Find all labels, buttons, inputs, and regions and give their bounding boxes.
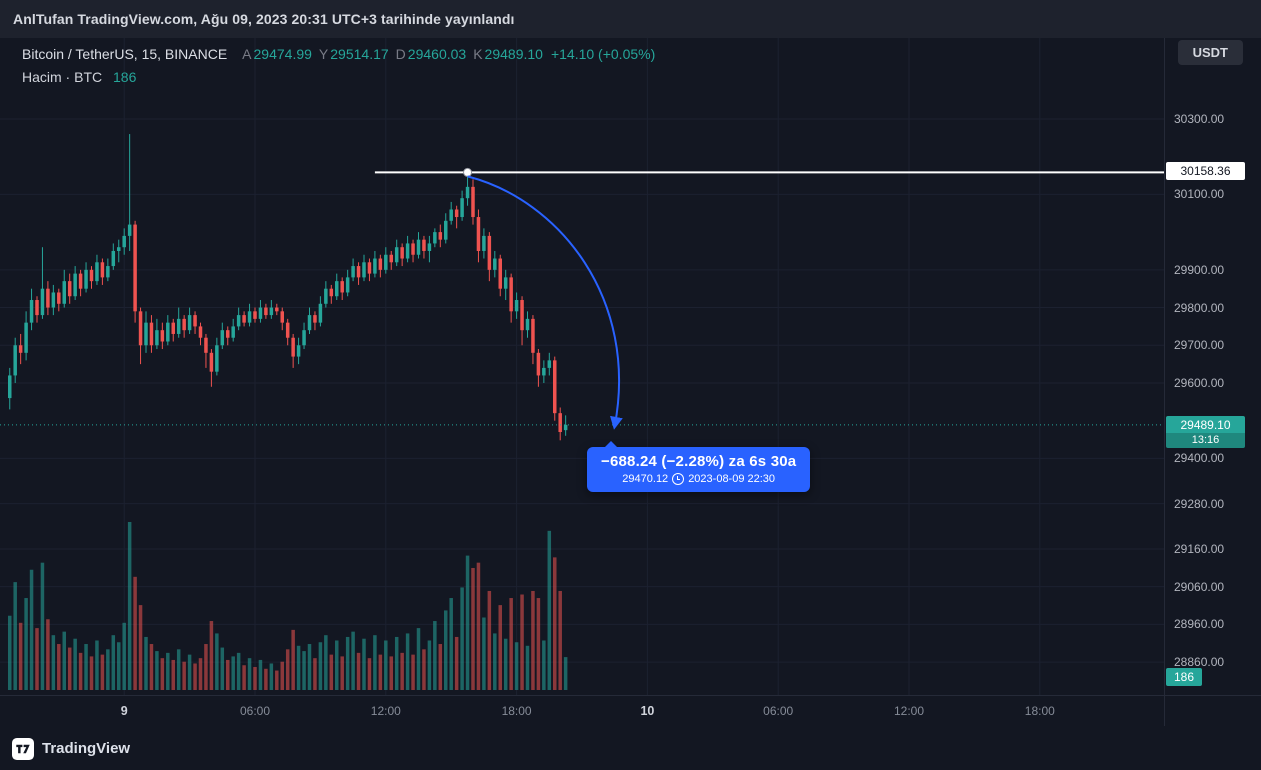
ohlc-value: 29474.99 [253, 46, 312, 62]
time-tick-label: 12:00 [370, 704, 401, 718]
measure-change: −688.24 (−2.28%) za 6s 30a [601, 453, 797, 470]
ohlc-label: D [395, 46, 406, 62]
volume-indicator-value: 186 [113, 68, 137, 85]
time-tick-label: 12:00 [893, 704, 925, 718]
volume-indicator-label[interactable]: Hacim · BTC [22, 68, 103, 85]
time-tick-label: 10 [640, 704, 655, 718]
price-tick-label: 29700.00 [1174, 338, 1225, 353]
price-axis[interactable]: 30158.36 29489.10 13:16 186 30300.00 3010… [1164, 0, 1261, 726]
symbol-title[interactable]: Bitcoin / TetherUS, 15, BINANCE [22, 46, 228, 62]
bar-countdown: 13:16 [1166, 432, 1245, 448]
price-tick-label: 29600.00 [1174, 375, 1225, 390]
time-tick-label: 18:00 [501, 704, 532, 718]
high-price-label: 30158.36 [1166, 162, 1245, 181]
time-tick-label: 9 [120, 704, 128, 718]
tradingview-logo-text[interactable]: TradingView [42, 740, 131, 757]
price-tick-label: 30300.00 [1174, 111, 1225, 126]
measure-tooltip: −688.24 (−2.28%) za 6s 30a 29470.12 2023… [587, 441, 811, 492]
ohlc-label: A [242, 46, 252, 62]
time-axis[interactable]: 9 06:00 12:00 18:00 10 06:00 12:00 18:00 [0, 695, 1261, 727]
price-tick-label: 28860.00 [1174, 655, 1225, 670]
price-tick-label: 29280.00 [1174, 496, 1225, 511]
change-value: +14.10 (+0.05%) [550, 46, 656, 62]
attribution-text: AnlTufan TradingView.com, Ağu 09, 2023 2… [13, 11, 515, 27]
measure-detail: 29470.12 2023-08-09 22:30 [601, 473, 796, 485]
price-tick-label: 29900.00 [1174, 262, 1225, 277]
ohlc-label: K [473, 46, 483, 62]
last-price-value: 29489.10 [1180, 417, 1231, 432]
price-tick-label: 29160.00 [1174, 541, 1225, 556]
ohlc-values: A 29474.99 Y 29514.17 D 29460.03 K 29489.10 [235, 46, 543, 63]
tradingview-logo-icon[interactable] [12, 737, 34, 760]
currency-badge[interactable]: USDT [1177, 40, 1243, 65]
time-tick-label: 06:00 [239, 704, 271, 718]
volume-value-label: 186 [1166, 668, 1202, 686]
volume-row: Hacim · BTC 186 [22, 69, 655, 86]
price-tick-label: 30100.00 [1174, 187, 1225, 202]
measure-price: 29470.12 [622, 473, 669, 485]
time-tick-label: 18:00 [1024, 704, 1055, 718]
last-price-label: 29489.10 13:16 [1166, 415, 1245, 448]
symbol-row: Bitcoin / TetherUS, 15, BINANCE A 29474.9… [22, 46, 655, 63]
clock-icon [672, 473, 685, 485]
price-tick-label: 29800.00 [1174, 300, 1225, 315]
ohlc-value: 29514.17 [330, 46, 389, 62]
bottom-toolbar: TradingView [0, 727, 1261, 770]
time-tick-label: 06:00 [763, 704, 794, 718]
measure-time: 2023-08-09 22:30 [688, 473, 776, 485]
ohlc-label: Y [318, 46, 329, 62]
ohlc-value: 29489.10 [484, 46, 543, 62]
attribution-bar: AnlTufan TradingView.com, Ağu 09, 2023 2… [0, 0, 1261, 38]
chart-legend: Bitcoin / TetherUS, 15, BINANCE A 29474.9… [22, 46, 655, 86]
price-tick-label: 29400.00 [1174, 451, 1225, 466]
price-tick-label: 29060.00 [1174, 579, 1225, 594]
price-tick-label: 28960.00 [1174, 617, 1225, 632]
ohlc-value: 29460.03 [407, 46, 467, 62]
